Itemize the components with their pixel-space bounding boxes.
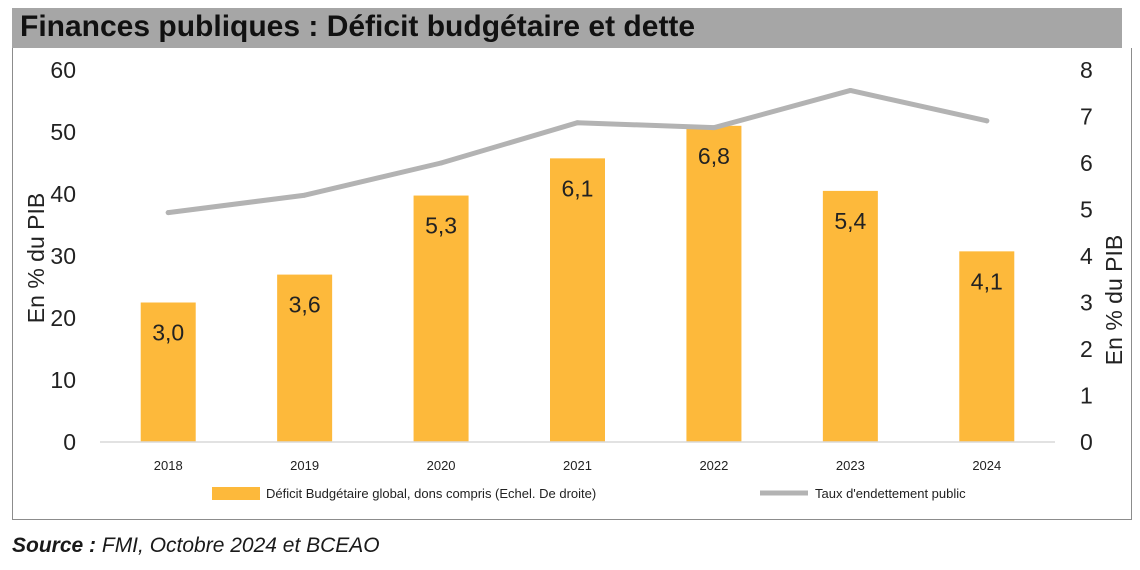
bar-data-label: 6,8 [698,143,730,169]
bar-data-label: 6,1 [562,175,594,201]
y-right-axis-label: En % du PIB [1101,235,1127,365]
x-tick-label: 2021 [563,458,592,473]
bar-data-label: 4,1 [971,268,1003,294]
line-point [302,192,308,198]
x-tick-label: 2019 [290,458,319,473]
source-note: Source : FMI, Octobre 2024 et BCEAO [12,534,380,558]
line-point [575,120,580,126]
line-point [165,210,171,216]
bar [686,125,742,443]
x-tick-label: 2024 [972,458,1001,473]
y-right-tick-label: 6 [1080,150,1093,176]
source-text: FMI, Octobre 2024 et BCEAO [96,534,380,557]
bar [277,274,333,442]
y-right-tick-label: 8 [1080,57,1093,83]
line-point [984,118,990,124]
legend-bar-label: Déficit Budgétaire global, dons compris … [266,486,596,501]
chart-title: Finances publiques : Déficit budgétaire … [20,10,696,43]
y-right-tick-label: 7 [1080,104,1093,130]
y-right-tick-label: 1 [1080,383,1093,409]
legend: Déficit Budgétaire global, dons compris … [212,486,966,501]
legend-line-label: Taux d'endettement public [815,486,966,501]
y-left-tick-label: 50 [50,119,76,145]
bar [550,158,605,442]
y-right-tick-label: 5 [1080,197,1093,223]
x-tick-label: 2022 [699,458,728,473]
x-tick-label: 2023 [836,458,865,473]
bar-data-label: 5,4 [834,208,866,234]
y-left-tick-label: 30 [50,243,76,269]
x-tick-label: 2020 [427,458,456,473]
y-left-tick-label: 20 [50,305,76,331]
title-bar: Finances publiques : Déficit budgétaire … [12,8,1122,48]
y-left-tick-label: 40 [50,181,76,207]
line-point [438,160,444,166]
line-point [847,87,853,93]
bar-data-label: 5,3 [425,213,457,239]
y-right-tick-label: 4 [1080,243,1093,269]
y-left-axis-label: En % du PIB [23,193,49,323]
y-left-tick-label: 60 [50,57,76,83]
y-right-tick-label: 0 [1080,429,1093,455]
bar [140,302,196,442]
y-left-tick-label: 0 [63,429,76,455]
bar-data-label: 3,6 [289,292,321,318]
legend-bar-swatch [212,487,260,500]
bar-data-label: 3,0 [152,320,184,346]
line-point [711,125,717,131]
bar [822,190,878,442]
y-right-tick-label: 3 [1080,290,1093,316]
bar [413,195,469,442]
x-tick-label: 2018 [154,458,183,473]
bar [959,251,1015,442]
y-left-tick-label: 10 [50,367,76,393]
source-label: Source : [12,534,97,557]
y-right-tick-label: 2 [1080,336,1093,362]
